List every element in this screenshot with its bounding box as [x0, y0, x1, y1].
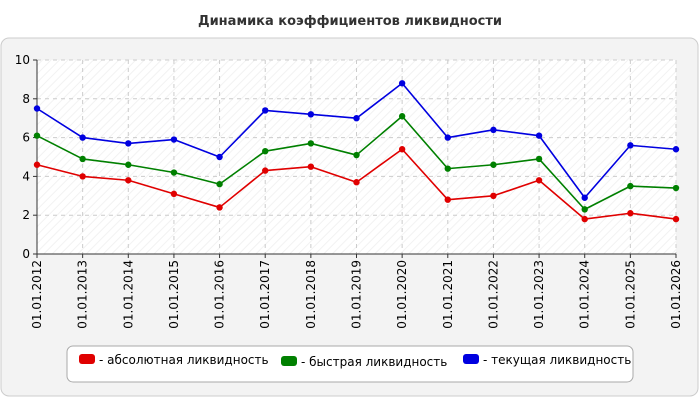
x-tick-label: 01.01.2025	[623, 260, 637, 329]
data-point	[216, 153, 223, 161]
data-point	[398, 113, 406, 120]
data-point	[125, 177, 132, 184]
data-point	[353, 115, 360, 122]
data-point	[627, 210, 634, 217]
data-point	[444, 196, 451, 203]
data-point	[170, 136, 178, 143]
data-point	[353, 151, 360, 159]
x-tick-label: 01.01.2018	[304, 260, 318, 329]
legend-box	[66, 345, 634, 383]
data-point	[79, 155, 86, 163]
data-point	[170, 190, 178, 198]
axes	[33, 59, 677, 258]
data-point	[672, 215, 680, 223]
x-tick-label: 01.01.2014	[121, 260, 135, 329]
y-tick-label: 8	[22, 92, 30, 106]
data-point	[581, 206, 588, 213]
x-tick-label: 01.01.2021	[441, 260, 455, 329]
x-tick-label: 01.01.2019	[350, 260, 364, 329]
data-point	[79, 134, 86, 141]
y-tick-label: 6	[22, 131, 30, 145]
data-point	[535, 132, 543, 139]
data-point	[672, 184, 680, 192]
data-point	[33, 105, 41, 112]
data-point	[444, 165, 451, 172]
data-point	[216, 180, 223, 188]
data-point	[262, 147, 269, 155]
y-tick-label: 10	[15, 53, 30, 67]
data-point	[490, 126, 497, 134]
data-point	[79, 173, 86, 180]
data-point	[307, 140, 315, 147]
data-point	[672, 146, 680, 153]
data-point	[262, 107, 269, 114]
x-tick-label: 01.01.2024	[578, 260, 592, 329]
x-tick-label: 01.01.2020	[395, 260, 409, 329]
data-point	[33, 161, 41, 168]
data-point	[581, 215, 588, 223]
data-point	[170, 169, 178, 176]
data-point	[535, 177, 543, 184]
legend: - абсолютная ликвидность - быстрая ликви…	[66, 345, 634, 383]
x-tick-label: 01.01.2026	[669, 260, 683, 329]
data-point	[535, 155, 543, 163]
data-point	[353, 179, 360, 186]
x-tick-label: 01.01.2015	[167, 260, 181, 329]
data-point	[627, 182, 634, 190]
data-point	[444, 134, 451, 141]
legend-swatch-quick	[281, 356, 297, 366]
x-tick-label: 01.01.2023	[532, 260, 546, 329]
data-point	[33, 132, 41, 139]
data-point	[398, 80, 406, 87]
data-point	[216, 204, 223, 211]
legend-swatch-absolute	[79, 354, 95, 364]
legend-swatch-current	[463, 354, 479, 364]
legend-label-quick: - быстрая ликвидность	[301, 355, 447, 369]
x-tick-labels: 01.01.2012 01.01.2013 01.01.2014 01.01.2015…	[30, 260, 683, 329]
data-point	[307, 111, 315, 118]
x-tick-label: 01.01.2022	[486, 260, 500, 329]
data-point	[490, 192, 497, 199]
chart-title: Динамика коэффициентов ликвидности	[198, 14, 502, 29]
data-point	[125, 140, 132, 147]
data-point	[307, 163, 315, 170]
y-tick-labels: 0 2 4 6 8 10	[15, 53, 30, 261]
data-point	[262, 167, 269, 174]
series-lines	[33, 80, 680, 223]
x-tick-label: 01.01.2012	[30, 260, 44, 329]
y-tick-label: 0	[22, 247, 30, 261]
x-tick-label: 01.01.2013	[76, 260, 90, 329]
legend-label-current: - текущая ликвидность	[483, 353, 631, 367]
data-point	[490, 161, 497, 168]
y-tick-label: 4	[22, 169, 30, 183]
y-tick-label: 2	[22, 208, 30, 222]
legend-label-absolute: - абсолютная ликвидность	[99, 353, 269, 367]
data-point	[627, 142, 634, 149]
data-point	[398, 146, 406, 153]
data-point	[581, 194, 588, 201]
x-tick-label: 01.01.2017	[258, 260, 272, 329]
data-point	[125, 161, 132, 168]
x-tick-label: 01.01.2016	[213, 260, 227, 329]
